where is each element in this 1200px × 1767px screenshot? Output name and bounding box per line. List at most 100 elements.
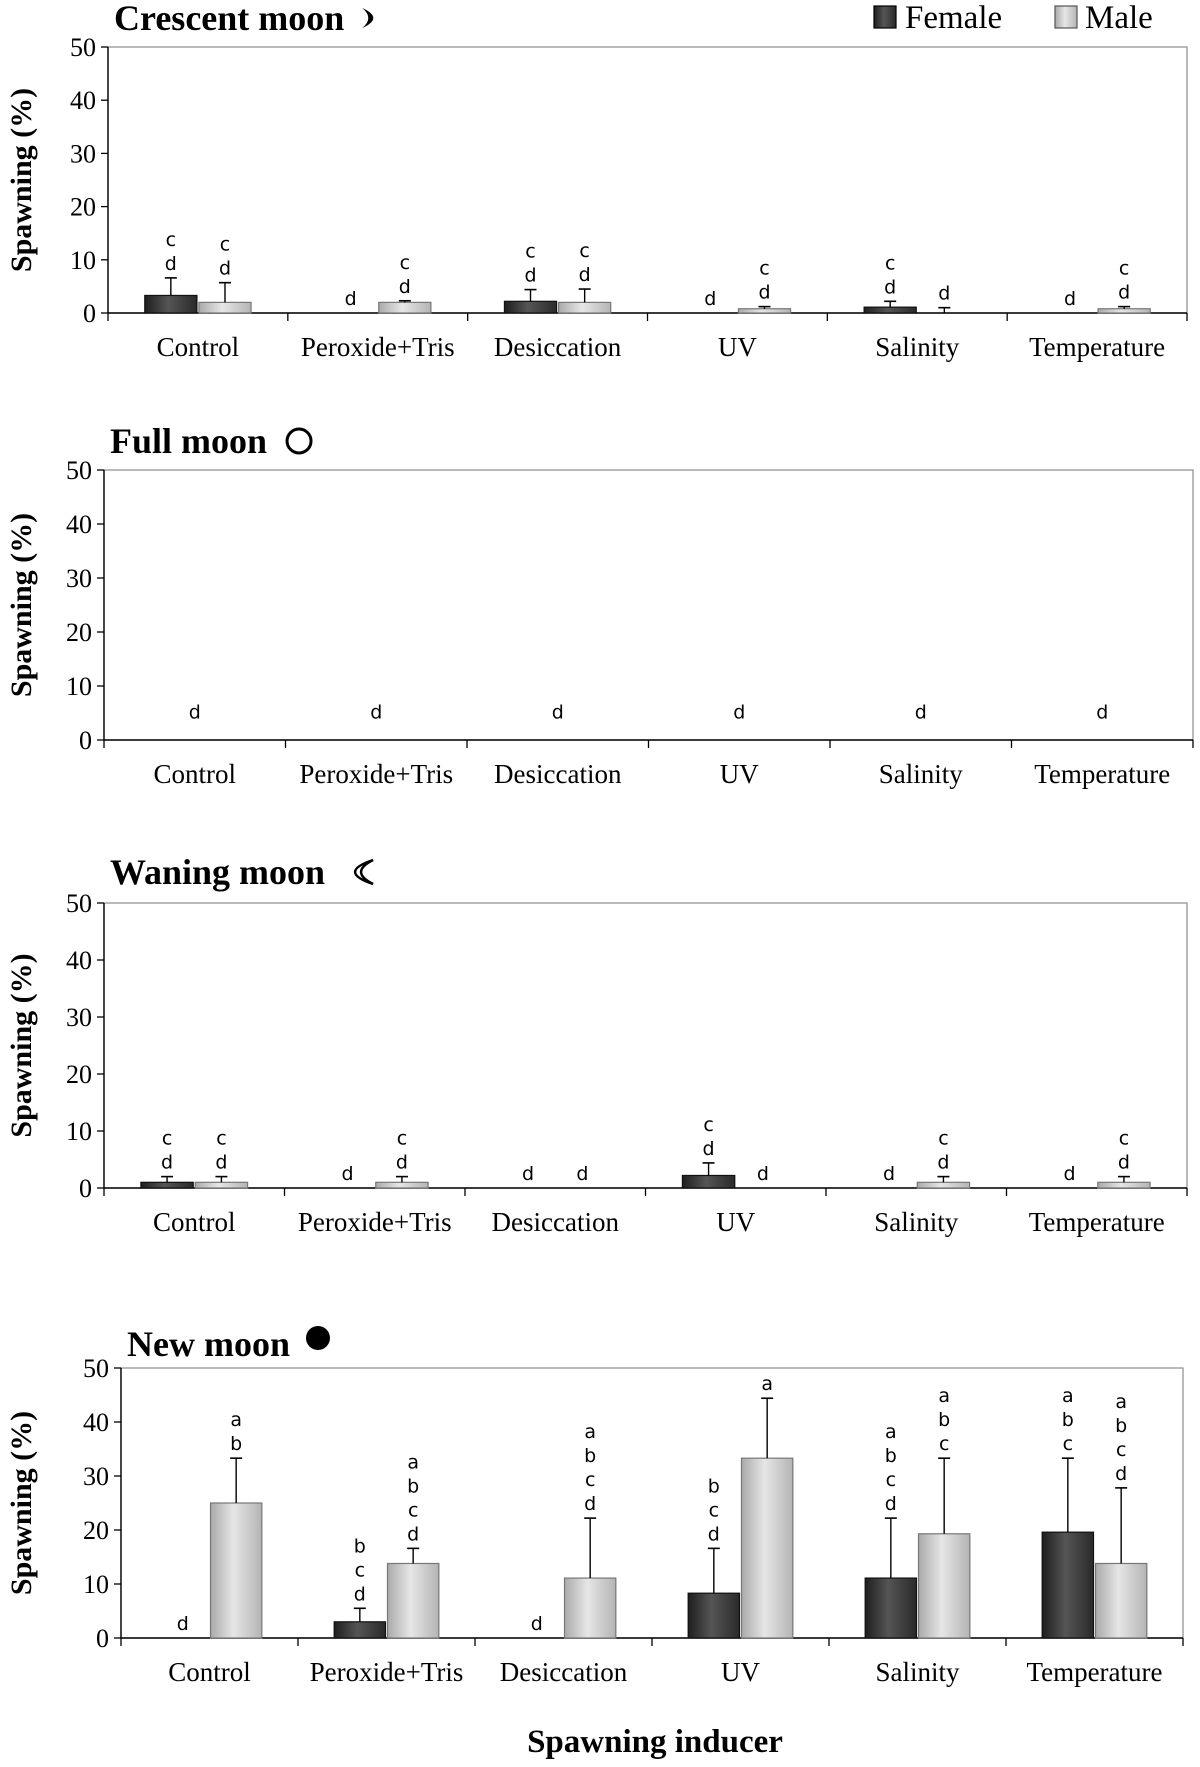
significance-letter: d bbox=[733, 701, 745, 723]
significance-letter: c bbox=[216, 1128, 226, 1150]
significance-letter: d bbox=[915, 701, 927, 723]
y-tick-label: 20 bbox=[70, 193, 96, 222]
significance-letter: d bbox=[1064, 1163, 1076, 1185]
y-tick-label: 0 bbox=[96, 1624, 109, 1653]
x-tick-label: Control bbox=[168, 1657, 251, 1687]
y-tick-label: 50 bbox=[83, 1354, 109, 1383]
significance-letter: a bbox=[938, 1385, 950, 1407]
y-tick-label: 0 bbox=[83, 299, 96, 328]
significance-letter: b bbox=[584, 1445, 596, 1467]
panel-title: Crescent moon bbox=[114, 0, 344, 38]
significance-letter: b bbox=[354, 1535, 366, 1557]
x-tick-label: Desiccation bbox=[494, 332, 622, 362]
significance-letter: d bbox=[704, 288, 716, 310]
x-tick-label: Control bbox=[153, 759, 236, 789]
y-axis-label: Spawning (%) bbox=[5, 1411, 38, 1595]
y-tick-label: 10 bbox=[70, 246, 96, 275]
x-tick-label: Salinity bbox=[874, 1207, 959, 1237]
significance-letter: a bbox=[230, 1409, 242, 1431]
significance-letter: d bbox=[758, 282, 770, 304]
bar-male bbox=[737, 308, 792, 314]
significance-letter: c bbox=[886, 1469, 896, 1491]
y-tick-label: 40 bbox=[83, 1408, 109, 1437]
significance-letter: d bbox=[1118, 282, 1130, 304]
x-tick-label: Control bbox=[153, 1207, 236, 1237]
significance-letter: c bbox=[162, 1128, 172, 1150]
significance-letter: a bbox=[885, 1421, 897, 1443]
significance-letter: d bbox=[531, 1613, 543, 1635]
significance-letter: d bbox=[189, 701, 201, 723]
x-tick-label: Desiccation bbox=[492, 1207, 620, 1237]
panel-title: Full moon bbox=[110, 421, 267, 461]
significance-letter: c bbox=[397, 1128, 407, 1150]
significance-letter: d bbox=[703, 1138, 715, 1160]
significance-letter: d bbox=[345, 288, 357, 310]
significance-letter: b bbox=[407, 1475, 419, 1497]
crescent-moon-icon bbox=[362, 8, 374, 28]
x-tick-label: Peroxide+Tris bbox=[301, 332, 455, 362]
y-tick-label: 40 bbox=[70, 86, 96, 115]
plot-area bbox=[103, 902, 1188, 1189]
legend: Female Male bbox=[873, 0, 1153, 36]
significance-letter: a bbox=[1115, 1391, 1127, 1413]
y-tick-label: 0 bbox=[79, 726, 92, 755]
significance-letter: d bbox=[1064, 288, 1076, 310]
significance-letter: c bbox=[703, 1114, 713, 1136]
x-tick-label: UV bbox=[720, 759, 759, 789]
y-tick-label: 40 bbox=[66, 946, 92, 975]
significance-letter: d bbox=[399, 276, 411, 298]
x-tick-label: Temperature bbox=[1034, 759, 1170, 789]
significance-letter: d bbox=[1115, 1463, 1127, 1485]
x-axis-title: Spawning inducer bbox=[527, 1724, 783, 1760]
significance-letter: c bbox=[166, 229, 176, 251]
y-tick-label: 0 bbox=[79, 1174, 92, 1203]
y-tick-label: 30 bbox=[66, 564, 92, 593]
x-tick-label: Desiccation bbox=[500, 1657, 628, 1687]
significance-letter: c bbox=[585, 1469, 595, 1491]
significance-letter: d bbox=[215, 1152, 227, 1174]
y-axis-label: Spawning (%) bbox=[5, 513, 38, 697]
bar-female bbox=[503, 300, 558, 314]
chart-panel-3: Waning moon 0 10 20 30 40 50 Spawning (%) Contro… bbox=[5, 852, 1188, 1237]
legend-swatch-male bbox=[1054, 5, 1078, 29]
significance-letter: d bbox=[177, 1613, 189, 1635]
significance-letter: c bbox=[709, 1499, 719, 1521]
bar-male bbox=[375, 1181, 429, 1189]
significance-letter: b bbox=[885, 1445, 897, 1467]
legend-label-female: Female bbox=[905, 0, 1002, 36]
significance-letter: d bbox=[522, 1163, 534, 1185]
bar-female bbox=[333, 1621, 387, 1639]
bar-male bbox=[740, 1457, 794, 1639]
y-axis-label: Spawning (%) bbox=[5, 88, 38, 272]
y-tick-label: 30 bbox=[66, 1003, 92, 1032]
significance-letter: b bbox=[1115, 1415, 1127, 1437]
significance-letter: c bbox=[939, 1433, 949, 1455]
y-tick-label: 30 bbox=[83, 1462, 109, 1491]
x-tick-label: Salinity bbox=[879, 759, 964, 789]
legend-swatch-female bbox=[873, 5, 897, 29]
panel-title: Waning moon bbox=[110, 852, 325, 892]
y-tick-label: 20 bbox=[66, 618, 92, 647]
bar-female bbox=[687, 1592, 741, 1639]
significance-letter: c bbox=[355, 1559, 365, 1581]
y-tick-label: 10 bbox=[83, 1570, 109, 1599]
x-tick-label: Peroxide+Tris bbox=[298, 1207, 452, 1237]
x-tick-label: Salinity bbox=[875, 1657, 960, 1687]
significance-letter: c bbox=[1119, 1128, 1129, 1150]
significance-letter: b bbox=[708, 1475, 720, 1497]
bar-female bbox=[864, 1577, 918, 1639]
chart-panels: Crescent moon 0 10 20 30 40 50 Spawning (%) Cont… bbox=[5, 0, 1194, 1687]
significance-letter: a bbox=[1062, 1385, 1074, 1407]
bar-male bbox=[1097, 1181, 1151, 1189]
bar-male bbox=[916, 1181, 971, 1189]
bar-male bbox=[1097, 308, 1151, 314]
significance-letter: b bbox=[1062, 1409, 1074, 1431]
plot-area bbox=[103, 469, 1194, 741]
x-tick-label: Salinity bbox=[875, 332, 960, 362]
x-tick-label: Temperature bbox=[1029, 332, 1165, 362]
y-tick-label: 50 bbox=[70, 33, 96, 62]
bar-male bbox=[209, 1502, 263, 1639]
significance-letter: c bbox=[1063, 1433, 1073, 1455]
bar-male bbox=[1094, 1562, 1148, 1639]
